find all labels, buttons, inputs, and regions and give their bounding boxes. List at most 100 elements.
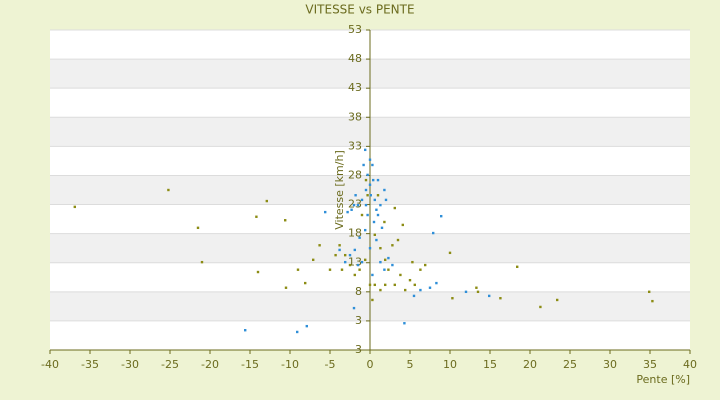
y-axis-label: Vitesse [km/h] xyxy=(333,150,346,230)
point xyxy=(368,246,372,250)
point xyxy=(393,283,396,287)
point xyxy=(371,273,374,277)
point xyxy=(375,238,378,242)
point xyxy=(384,258,387,262)
point xyxy=(344,260,347,264)
point xyxy=(383,188,386,192)
point xyxy=(368,283,372,287)
point xyxy=(373,198,376,202)
y-tick-label: 3 xyxy=(355,314,362,327)
point xyxy=(256,270,260,274)
point xyxy=(376,194,380,197)
point xyxy=(440,214,443,218)
y-tick-label: 33 xyxy=(348,139,362,152)
point xyxy=(305,324,308,328)
point xyxy=(387,256,390,260)
point xyxy=(401,223,404,227)
point xyxy=(376,213,380,217)
point xyxy=(516,265,519,268)
point xyxy=(432,231,435,235)
point xyxy=(384,283,387,287)
point xyxy=(360,213,364,217)
point xyxy=(366,213,369,217)
point xyxy=(334,253,337,257)
point xyxy=(338,244,341,247)
point xyxy=(353,248,356,252)
x-tick-label: 25 xyxy=(563,358,577,371)
point xyxy=(408,278,412,282)
point xyxy=(364,203,368,207)
point xyxy=(383,268,386,271)
point xyxy=(411,260,414,264)
point xyxy=(476,290,480,294)
point xyxy=(372,220,376,224)
point xyxy=(373,283,376,287)
point xyxy=(393,206,396,210)
x-axis-label: Pente [%] xyxy=(636,373,690,386)
x-tick-label: 15 xyxy=(483,358,497,371)
point xyxy=(451,297,454,300)
point xyxy=(475,286,478,289)
point xyxy=(244,329,247,332)
point xyxy=(435,281,438,285)
point xyxy=(371,298,374,302)
point xyxy=(366,194,369,197)
point xyxy=(371,163,374,167)
point xyxy=(353,273,356,277)
point xyxy=(364,148,367,152)
point xyxy=(352,306,356,310)
point xyxy=(384,198,388,202)
point xyxy=(369,194,372,197)
point xyxy=(372,178,375,182)
point xyxy=(362,163,365,167)
point xyxy=(387,268,390,271)
point xyxy=(464,290,468,294)
point xyxy=(403,322,406,325)
point xyxy=(265,199,268,203)
y-tick-label: 3 xyxy=(355,343,362,356)
point xyxy=(360,198,364,202)
point xyxy=(352,203,356,207)
point xyxy=(368,158,372,161)
point xyxy=(358,268,361,271)
point xyxy=(318,244,321,247)
point xyxy=(379,203,382,207)
y-tick-label: 13 xyxy=(348,256,362,269)
point xyxy=(412,294,416,298)
x-tick-label: -25 xyxy=(161,358,179,371)
point xyxy=(366,173,369,177)
point xyxy=(379,288,382,292)
y-tick-label: 18 xyxy=(348,227,362,240)
y-tick-label: 38 xyxy=(348,110,362,123)
x-tick-label: -30 xyxy=(121,358,139,371)
point xyxy=(167,188,170,192)
point xyxy=(284,286,288,289)
point xyxy=(428,286,432,289)
point xyxy=(448,251,452,255)
point xyxy=(284,219,287,222)
point xyxy=(396,238,400,242)
point xyxy=(364,228,367,232)
y-tick-label: 48 xyxy=(348,52,362,65)
point xyxy=(368,183,372,186)
point xyxy=(354,194,357,197)
point xyxy=(648,290,651,294)
point xyxy=(296,330,299,334)
point xyxy=(338,248,341,252)
point xyxy=(424,263,427,267)
point xyxy=(419,268,422,271)
point xyxy=(348,263,352,267)
x-tick-label: -15 xyxy=(241,358,259,371)
y-tick-label: 8 xyxy=(355,285,362,298)
x-tick-label: -35 xyxy=(81,358,99,371)
x-tick-label: 5 xyxy=(407,358,414,371)
point xyxy=(356,263,360,267)
point xyxy=(356,203,360,207)
point xyxy=(364,258,367,262)
x-tick-label: -10 xyxy=(281,358,299,371)
point xyxy=(376,178,380,182)
y-tick-label: 28 xyxy=(348,168,362,181)
point xyxy=(379,246,382,250)
x-tick-label: 40 xyxy=(683,358,697,371)
